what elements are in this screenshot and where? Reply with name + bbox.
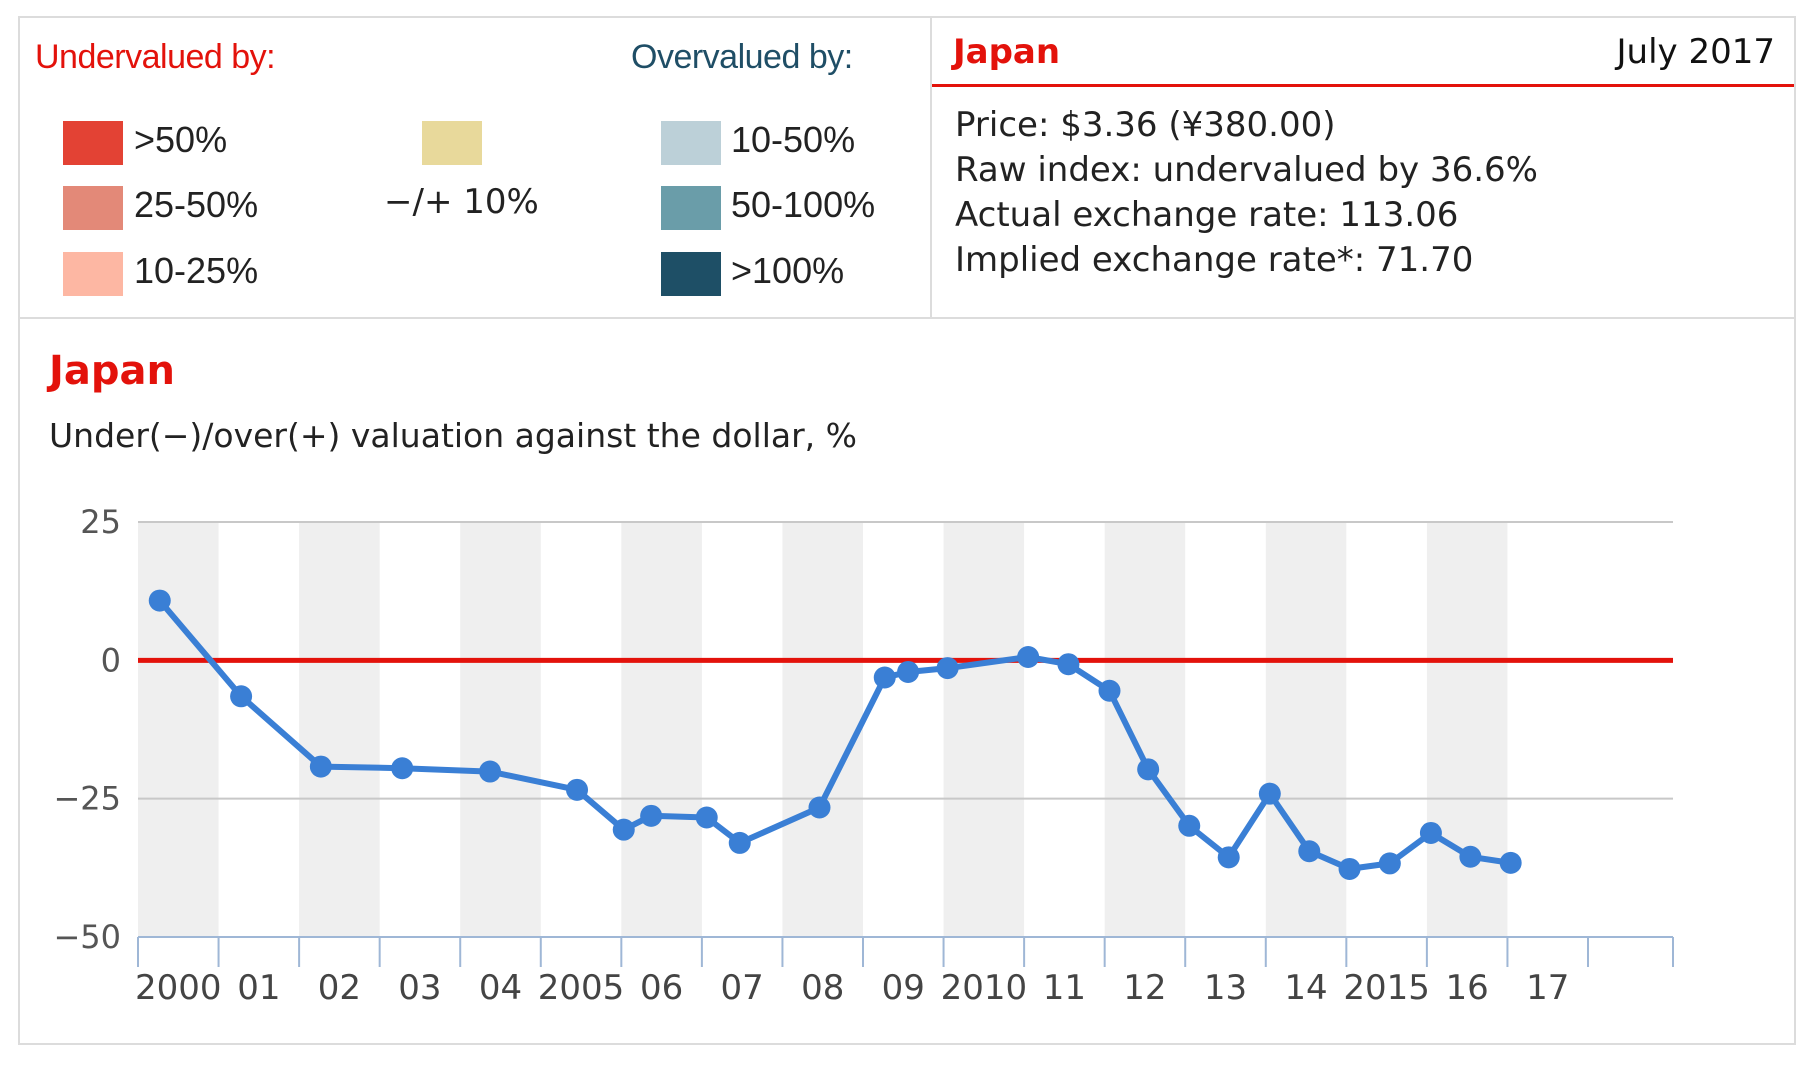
y-axis-ticks: 25 0 −25 −50 [53,503,121,956]
x-tick-label: 17 [1526,968,1569,1008]
x-tick-label: 13 [1204,968,1247,1008]
info-implied-rate: Implied exchange rate*: 71.70 [955,240,1474,280]
data-point [728,831,751,854]
legend-label-under-10-25: 10-25% [134,250,259,291]
y-tick-label: −25 [53,780,121,818]
bottom-border [18,1043,1796,1045]
info-country: Japan [953,32,1061,72]
info-price: Price: $3.36 (¥380.00) [955,105,1336,145]
legend-label-under-50: >50% [134,119,228,160]
data-point [230,685,253,708]
data-point [1499,851,1522,874]
section-divider [18,317,1796,319]
data-point [1217,846,1240,869]
x-tick-label: 03 [398,968,441,1008]
data-point [612,818,635,841]
x-tick-label: 04 [479,968,522,1008]
data-point [566,778,589,801]
data-point [695,806,718,829]
legend-label-under-25-50: 25-50% [134,184,259,225]
y-tick-label: −50 [53,918,121,956]
data-point [148,589,171,612]
data-point [897,660,920,683]
data-point [1057,653,1080,676]
legend-label-over-50-100: 50-100% [731,184,876,225]
x-tick-label: 07 [721,968,764,1008]
year-band [943,522,1025,937]
year-band [782,522,863,937]
data-point [1017,646,1040,669]
data-point [1378,852,1401,875]
undervalued-heading: Undervalued by: [35,38,276,76]
data-point [1098,679,1121,702]
year-bands [138,522,1508,937]
panel-divider [930,16,932,318]
year-band [138,522,219,937]
x-tick-label: 01 [237,968,280,1008]
info-actual-rate: Actual exchange rate: 113.06 [955,195,1459,235]
data-point [1178,814,1201,837]
data-point [1137,758,1160,781]
x-tick-label: 16 [1446,968,1489,1008]
y-tick-label: 25 [80,503,121,541]
series-layer [138,589,1673,880]
x-tick-label: 11 [1043,968,1086,1008]
data-point [1258,782,1281,805]
x-tick-label: 12 [1123,968,1166,1008]
data-point [640,804,663,827]
swatch-over-50-100 [661,186,721,230]
data-point [1338,857,1361,880]
y-tick-label: 0 [101,641,121,679]
data-point [1459,845,1482,868]
legend-label-over-10-50: 10-50% [731,119,856,160]
year-band [1426,522,1508,937]
x-tick-label: 02 [318,968,361,1008]
data-point [936,657,959,680]
data-point [391,757,414,780]
data-point [309,755,332,778]
data-point [1419,821,1442,844]
chart-title: Japan [49,348,175,394]
x-tick-label: 08 [801,968,844,1008]
x-tick-label: 2010 [941,968,1028,1008]
data-point [479,760,502,783]
year-band [299,522,380,937]
x-tick-label: 14 [1284,968,1327,1008]
info-raw-index: Raw index: undervalued by 36.6% [955,150,1538,190]
year-band [460,522,541,937]
info-date: July 2017 [1616,32,1775,72]
data-point [808,796,831,819]
data-point [1298,840,1321,863]
swatch-under-25-50 [63,186,123,230]
x-tick-label: 06 [640,968,683,1008]
x-tick-label: 09 [882,968,925,1008]
chart-subtitle: Under(−)/over(+) valuation against the d… [49,416,857,455]
widget-frame [18,16,1796,1043]
x-tick-label: 2000 [135,968,222,1008]
swatch-over-100 [661,252,721,296]
x-tick-label: 2015 [1343,968,1430,1008]
swatch-over-10-50 [661,121,721,165]
data-point [873,666,896,689]
legend-label-neutral: −/+ 10% [384,182,539,222]
x-tick-label: 2005 [538,968,625,1008]
x-axis: 2000 01 02 03 04 2005 06 07 08 09 2010 11 12 13 14 2015… [135,936,1674,1008]
overvalued-heading: Overvalued by: [631,38,853,76]
legend-label-over-100: >100% [731,250,845,291]
swatch-under-50 [63,121,123,165]
year-band [621,522,702,937]
year-band [1265,522,1347,937]
swatch-neutral [422,121,482,165]
info-rule [932,84,1794,87]
swatch-under-10-25 [63,252,123,296]
year-band [1104,522,1186,937]
